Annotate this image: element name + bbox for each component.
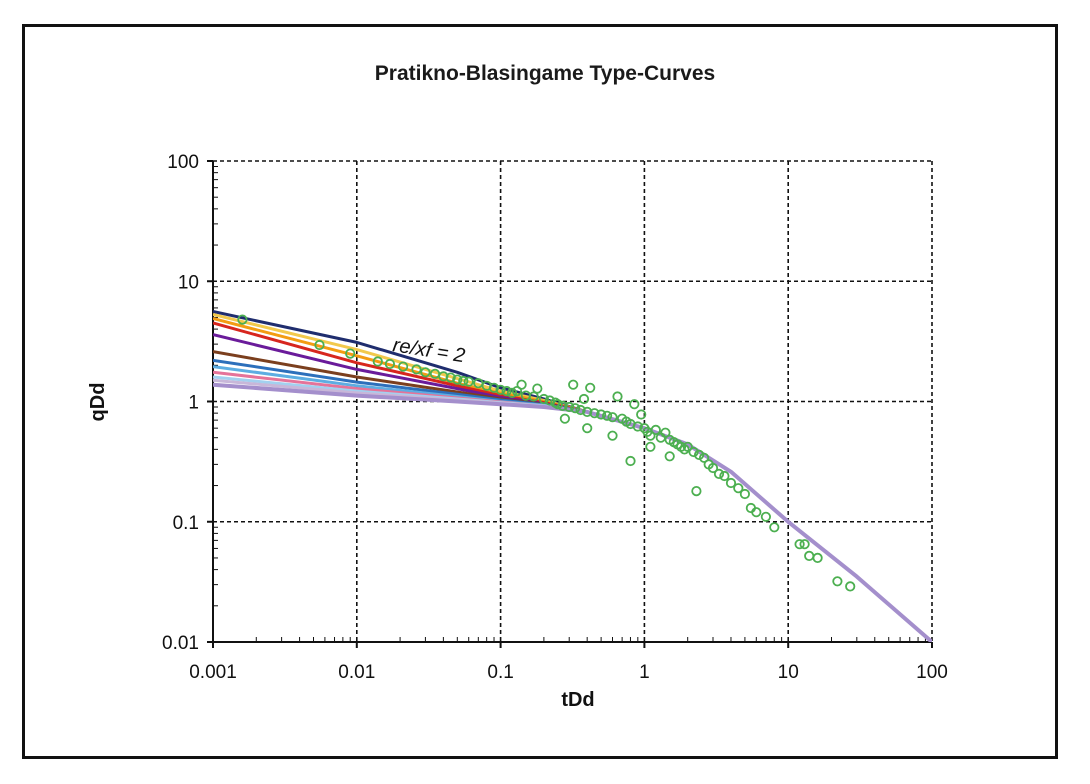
data-point [575,404,586,416]
data-point [237,314,248,325]
data-point [564,401,575,413]
data-point [582,406,593,417]
data-point [528,391,539,402]
data-point [488,382,500,393]
data-point [570,403,581,414]
data-point [384,358,395,370]
data-point [445,372,456,383]
x-tick-label: 0.001 [189,662,237,683]
data-point [463,376,474,387]
data-point [625,455,636,467]
data-point [636,409,647,420]
data-point [495,384,506,395]
data-point [691,485,702,497]
y-tick-label: 10 [178,272,199,293]
data-point [397,361,409,372]
data-point [557,400,568,411]
data-point [595,409,607,420]
data-point [582,423,593,434]
data-point [713,468,725,479]
data-point [845,581,856,592]
data-point [589,408,600,419]
x-tick-label: 100 [916,662,948,683]
chart-title: Pratikno-Blasingame Type-Curves [375,62,715,85]
x-tick-label: 10 [778,662,799,683]
data-point [739,488,751,500]
data-point [532,383,543,394]
data-point [725,477,737,489]
data-point [799,539,810,550]
data-point [452,374,463,385]
data-point [568,379,579,390]
data-point [682,441,693,452]
data-point [719,470,730,482]
data-point [585,382,596,393]
data-point [506,387,518,398]
data-point [664,451,675,462]
data-point [372,356,383,367]
data-point [420,367,431,378]
data-point [794,539,805,550]
data-point [707,462,719,474]
data-point [751,507,762,518]
y-tick-label: 0.01 [162,633,199,654]
data-point [516,379,527,390]
data-point [601,410,613,421]
data-point [688,446,699,458]
data-point [769,522,780,533]
data-point [612,391,623,402]
data-point [760,511,772,522]
data-point [645,430,656,441]
data-point [345,348,356,359]
data-point [544,395,555,406]
data-point [812,552,823,564]
data-point [660,427,671,438]
data-point [607,412,618,423]
data-point [559,413,571,424]
data-point [607,430,618,441]
data-point [552,399,563,410]
data-point [411,364,422,375]
data-point [832,576,843,587]
x-tick-label: 0.01 [338,662,375,683]
data-point [650,424,661,435]
y-tick-label: 1 [188,393,199,414]
y-tick-label: 0.1 [173,513,199,534]
data-point [458,375,469,387]
data-point [645,441,656,452]
data-point [578,393,590,405]
y-tick-label: 100 [167,152,199,173]
data-point [629,399,640,410]
data-point [693,449,705,460]
data-point [538,393,550,405]
data-point [501,385,512,397]
data-point [632,421,643,432]
data-point [314,339,325,351]
data-point [438,371,449,382]
y-axis-label: qDd [87,383,109,422]
x-tick-label: 0.1 [487,662,513,683]
x-tick-label: 1 [639,662,650,683]
data-point [698,452,710,463]
data-point [733,483,744,494]
x-axis-label: tDd [561,689,594,711]
